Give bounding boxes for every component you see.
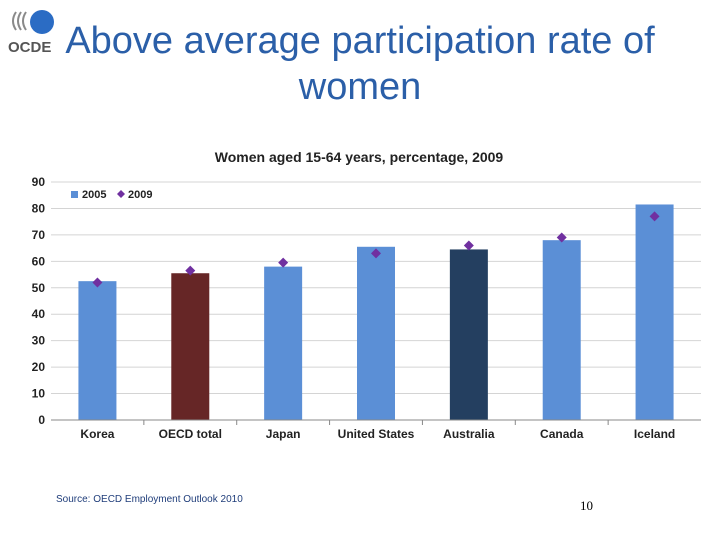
- marker-2009-canada: [556, 232, 567, 243]
- oecd-logo-text: OCDE: [8, 39, 51, 56]
- oecd-logo-circle-icon: [30, 10, 54, 34]
- legend-label-2005: 2005: [82, 189, 106, 201]
- legend-label-2009: 2009: [128, 189, 152, 201]
- marker-2009-united-states: [371, 248, 381, 259]
- y-axis: 0 10 20 30 40 50 60 70 80 90: [32, 175, 46, 427]
- chart-title: Women aged 15-64 years, percentage, 2009: [215, 149, 504, 165]
- y-tick-label: 0: [38, 413, 45, 427]
- x-tick-label: Korea: [80, 427, 114, 441]
- bar-iceland: [635, 204, 674, 420]
- legend: 2005 2009: [71, 189, 152, 201]
- bar-japan: [264, 266, 303, 420]
- y-tick-label: 40: [32, 307, 46, 321]
- x-tick-label: Iceland: [634, 427, 675, 441]
- x-axis: Korea OECD total Japan United States Austral…: [51, 419, 701, 441]
- marker-2009-australia: [463, 240, 474, 251]
- legend-swatch-2005: [71, 191, 78, 198]
- x-tick-label: OECD total: [159, 427, 222, 441]
- y-tick-label: 70: [32, 228, 46, 242]
- bar-korea: [78, 281, 117, 420]
- legend-diamond-2009-icon: [117, 190, 125, 198]
- oecd-logo-arcs-icon: [12, 11, 27, 31]
- bar-united-states: [357, 246, 395, 420]
- bar-australia: [449, 249, 488, 420]
- bar-chart: Women aged 15-64 years, percentage, 2009…: [32, 149, 701, 441]
- x-tick-label: United States: [338, 427, 415, 441]
- marker-2009-oecd-total: [185, 265, 196, 276]
- x-tick-label: Australia: [443, 427, 495, 441]
- y-tick-label: 60: [32, 254, 46, 268]
- y-tick-label: 90: [32, 175, 46, 189]
- chart-panel: Women aged 15-64 years, percentage, 2009…: [15, 136, 703, 446]
- marker-2009-japan: [278, 257, 289, 268]
- y-tick-label: 30: [32, 334, 46, 348]
- bar-canada: [542, 240, 581, 420]
- oecd-logo: OCDE: [8, 10, 54, 56]
- y-tick-label: 80: [32, 201, 46, 215]
- bars: [78, 204, 674, 420]
- marker-2009-korea: [92, 277, 103, 288]
- page-number: 10: [580, 498, 593, 513]
- marker-2009-iceland: [649, 211, 660, 222]
- y-tick-label: 10: [32, 387, 46, 401]
- y-tick-label: 50: [32, 281, 46, 295]
- y-tick-label: 20: [32, 360, 46, 374]
- markers-2009: [92, 211, 660, 288]
- bar-oecd-total: [171, 273, 210, 420]
- x-tick-label: Canada: [540, 427, 584, 441]
- slide-title: Above average participation rate of wome…: [65, 20, 655, 108]
- source-note: Source: OECD Employment Outlook 2010: [56, 494, 243, 505]
- x-tick-label: Japan: [266, 427, 301, 441]
